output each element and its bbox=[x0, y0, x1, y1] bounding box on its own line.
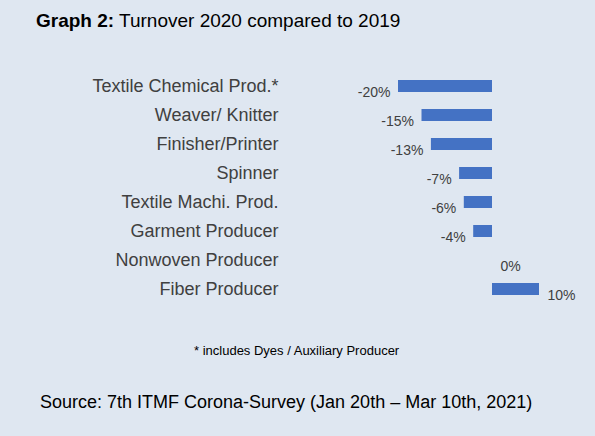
html-text:* includes Dyes / Auxiliary Pr: * includes Dyes / Auxiliary Producer bbox=[194, 343, 400, 358]
svg-text:-13%: -13% bbox=[391, 142, 424, 158]
html-text:Source: 7th ITMF Corona-Survey: Source: 7th ITMF Corona-Survey (Jan 20th… bbox=[40, 392, 533, 412]
svg-text:-15%: -15% bbox=[381, 113, 414, 129]
svg-text:-4%: -4% bbox=[441, 229, 466, 245]
svg-text:-20%: -20% bbox=[358, 84, 391, 100]
svg-text:Textile Chemical Prod.*: Textile Chemical Prod.* bbox=[92, 76, 278, 96]
html-text:Graph 2: Turnover 2020 compare: Graph 2: Turnover 2020 compared to 2019 bbox=[36, 10, 401, 31]
svg-text:Weaver/ Knitter: Weaver/ Knitter bbox=[155, 105, 279, 125]
svg-text:Garment Producer: Garment Producer bbox=[130, 221, 278, 241]
svg-text:Textile Machi. Prod.: Textile Machi. Prod. bbox=[121, 192, 278, 212]
svg-text:Spinner: Spinner bbox=[216, 163, 278, 183]
svg-text:10%: 10% bbox=[548, 287, 576, 303]
svg-text:Finisher/Printer: Finisher/Printer bbox=[156, 134, 278, 154]
svg-text:0%: 0% bbox=[501, 258, 521, 274]
svg-text:Fiber Producer: Fiber Producer bbox=[159, 279, 278, 299]
svg-text:-6%: -6% bbox=[431, 200, 456, 216]
svg-text:-7%: -7% bbox=[427, 171, 452, 187]
svg-text:Nonwoven Producer: Nonwoven Producer bbox=[115, 250, 278, 270]
